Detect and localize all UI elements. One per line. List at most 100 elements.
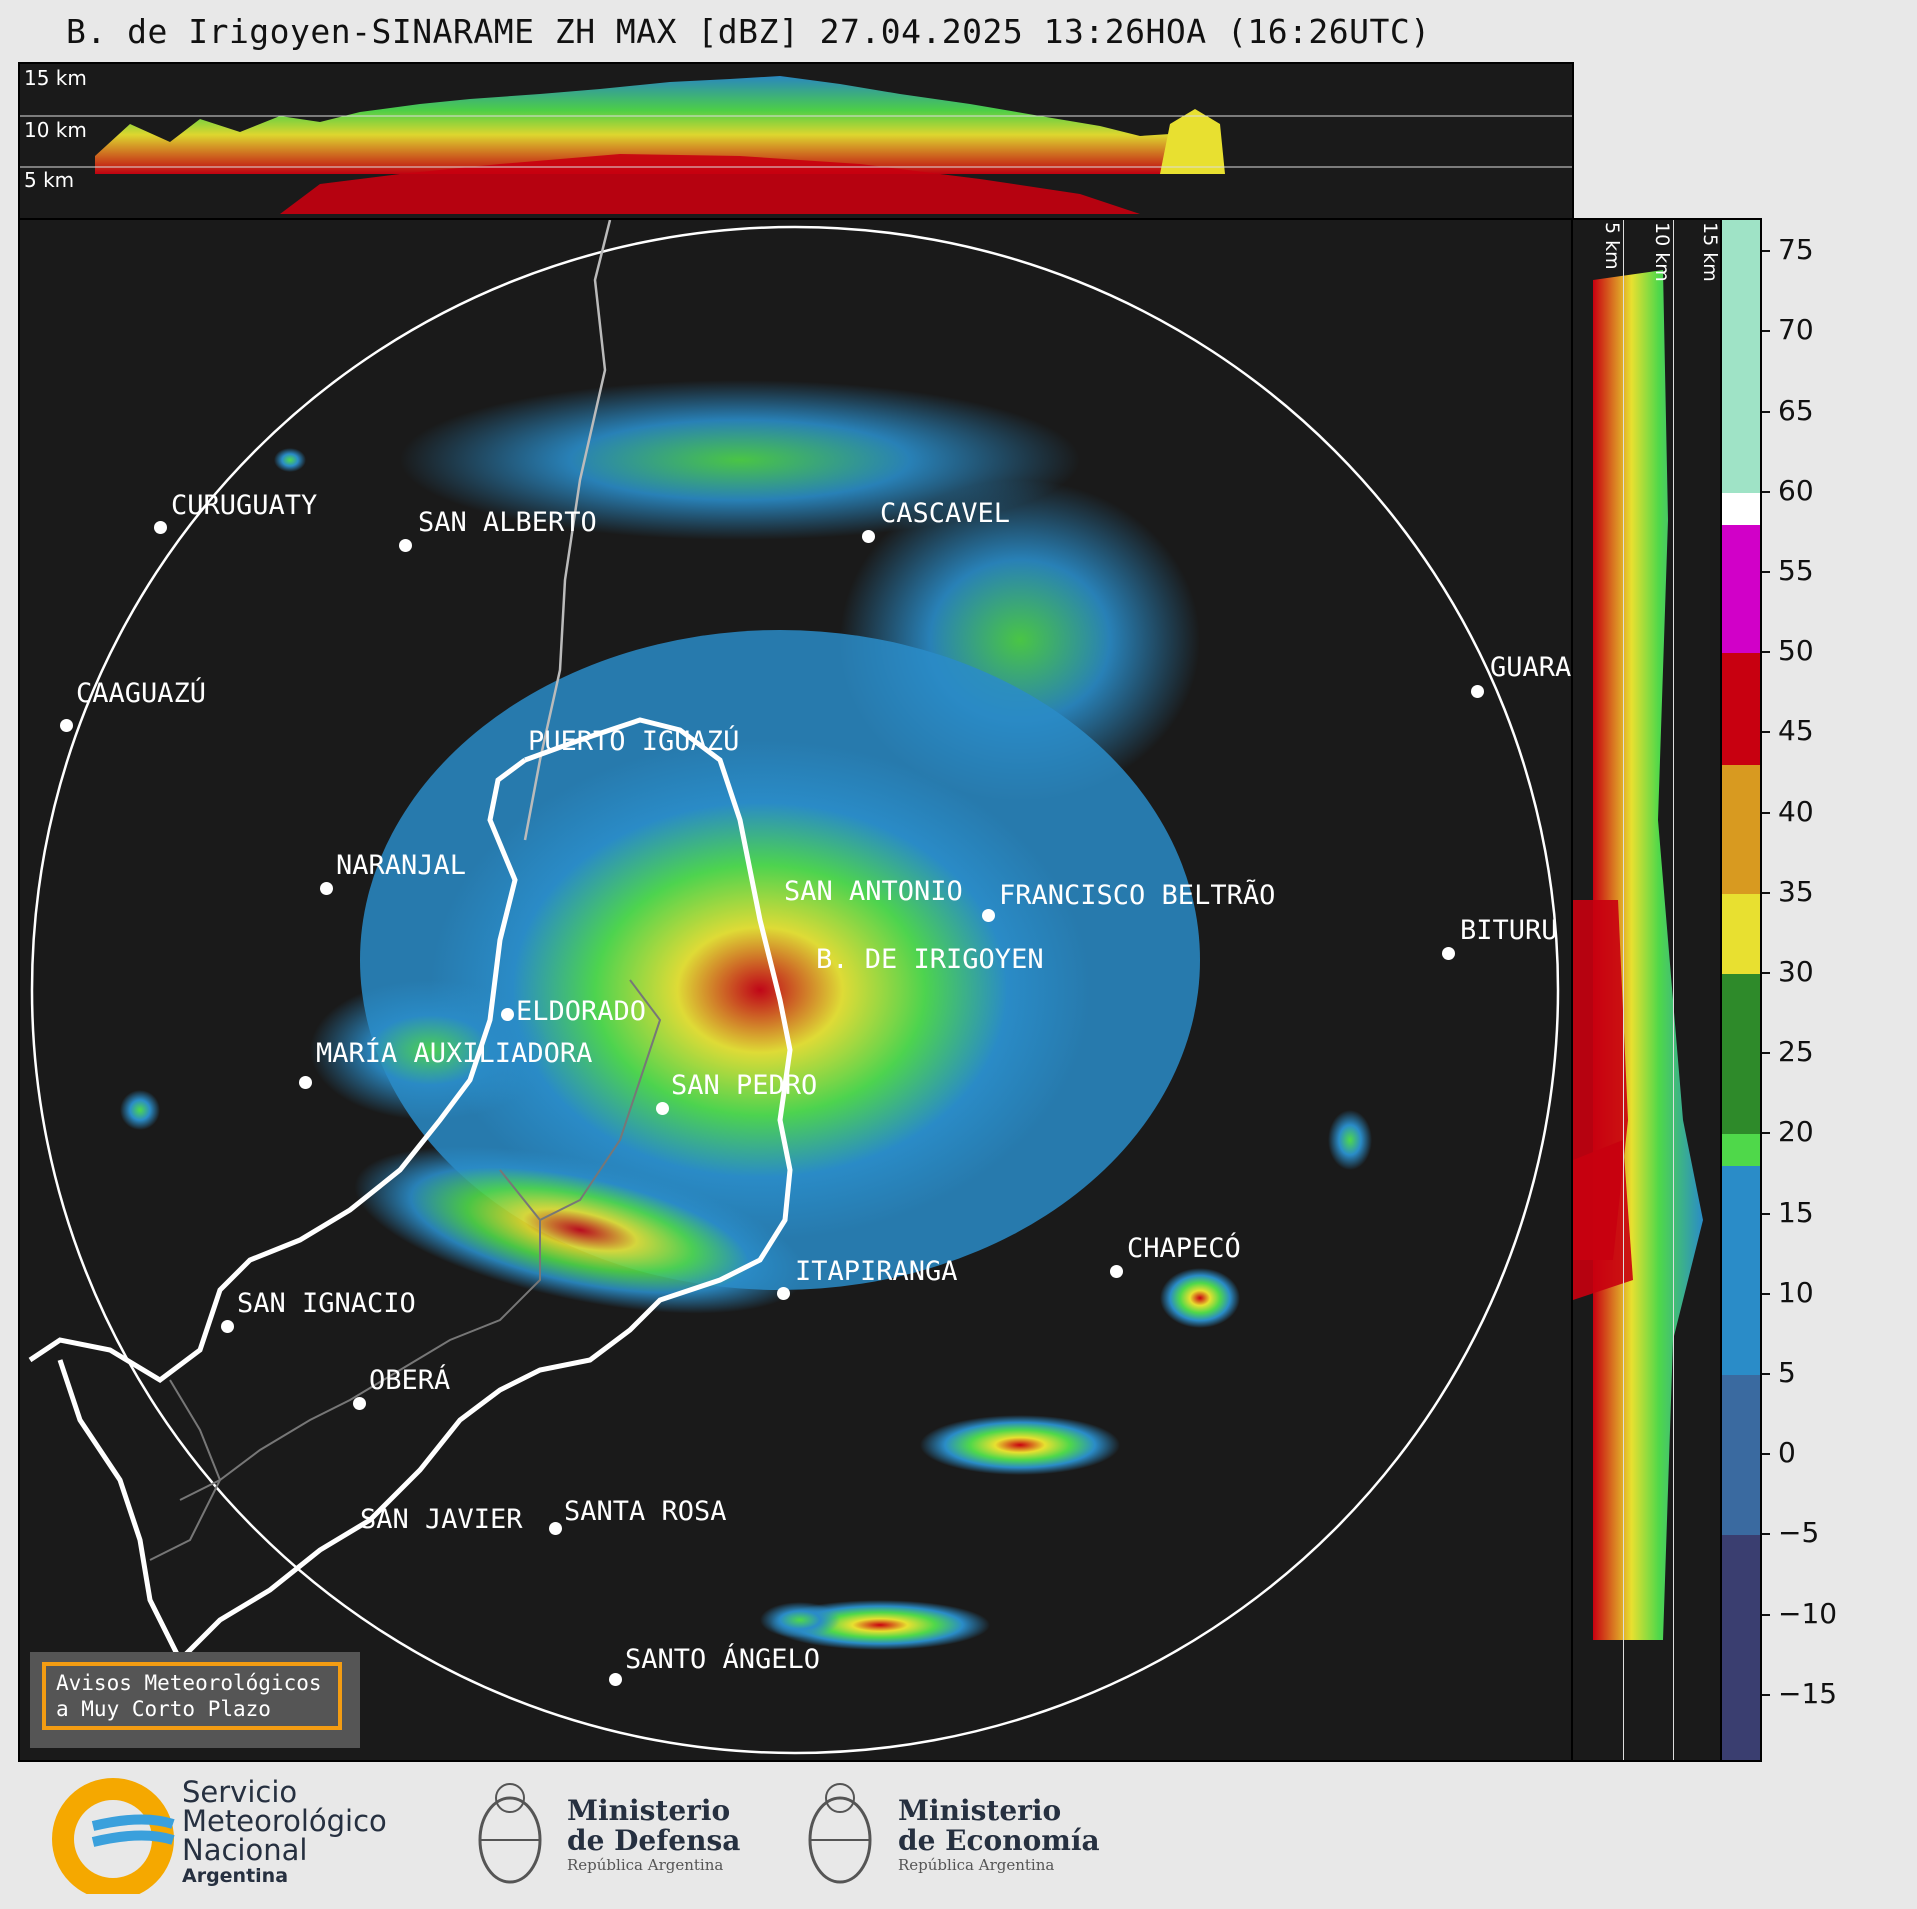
defensa-seal-icon: [478, 1783, 542, 1884]
colorbar-tick-label: 55: [1778, 553, 1814, 587]
city-dot-guara: [1471, 685, 1484, 698]
city-dot-naranjal: [320, 882, 333, 895]
city-dot-san-ignacio: [221, 1320, 234, 1333]
smn-logo-text: Servicio Meteorológico Nacional Argentin…: [182, 1775, 387, 1888]
colorbar-tick: [1762, 570, 1770, 573]
city-label-guara: GUARA: [1490, 652, 1572, 683]
colorbar-band: [1722, 220, 1760, 493]
city-label-obera: OBERÁ: [369, 1365, 451, 1396]
city-dot-curuguaty: [154, 521, 167, 534]
city-dot-cascavel: [862, 530, 875, 543]
city-label-curuguaty: CURUGUATY: [171, 490, 318, 521]
colorbar-tick: [1762, 971, 1770, 974]
colorbar-band: [1722, 524, 1760, 654]
city-label-santa-rosa: SANTA ROSA: [564, 1496, 727, 1527]
colorbar-tick-label: 70: [1778, 313, 1814, 347]
colorbar-tick-label: 25: [1778, 1035, 1814, 1069]
colorbar-tick-label: 75: [1778, 233, 1814, 267]
colorbar-band: [1722, 973, 1760, 1135]
city-dot-santo-angelo: [609, 1673, 622, 1686]
city-label-chapeco: CHAPECÓ: [1127, 1233, 1241, 1264]
side-line-5km: [1623, 220, 1624, 1760]
colorbar-tick: [1762, 1132, 1770, 1135]
city-dot-bituru: [1442, 947, 1455, 960]
radar-map[interactable]: CURUGUATY SAN ALBERTO CASCAVEL CAAGUAZÚ …: [18, 218, 1574, 1762]
city-label-san-antonio: SAN ANTONIO: [784, 876, 963, 907]
colorbar-tick-label: 45: [1778, 714, 1814, 748]
city-dot-san-pedro: [656, 1102, 669, 1115]
city-label-san-pedro: SAN PEDRO: [671, 1070, 818, 1101]
colorbar-tick: [1762, 1052, 1770, 1055]
warning-line-2: a Muy Corto Plazo: [56, 1697, 271, 1721]
colorbar-tick: [1762, 1613, 1770, 1616]
city-dot-caaguazu: [60, 719, 73, 732]
economia-line-1: Ministerio: [898, 1794, 1062, 1827]
smn-logo-icon: [52, 1778, 175, 1894]
city-label-maria-auxiliadora: MARÍA AUXILIADORA: [316, 1038, 593, 1069]
footer-logos: Servicio Meteorológico Nacional Argentin…: [0, 1762, 1917, 1909]
economia-line-3: República Argentina: [898, 1856, 1055, 1874]
colorbar-tick: [1762, 330, 1770, 333]
colorbar-tick: [1762, 250, 1770, 253]
warning-box-frame[interactable]: Avisos Meteorológicos a Muy Corto Plazo: [42, 1662, 342, 1730]
smn-line-4: Argentina: [182, 1865, 289, 1887]
colorbar-tick-label: 35: [1778, 874, 1814, 908]
city-label-san-alberto: SAN ALBERTO: [418, 507, 597, 538]
defensa-line-1: Ministerio: [567, 1794, 731, 1827]
colorbar-tick: [1762, 1292, 1770, 1295]
colorbar-band: [1722, 1375, 1760, 1536]
city-dot-chapeco: [1110, 1265, 1123, 1278]
height-label-10km: 10 km: [24, 118, 87, 142]
colorbar-tick: [1762, 811, 1770, 814]
city-label-cascavel: CASCAVEL: [880, 498, 1011, 529]
top-height-profile: 15 km 10 km 5 km: [18, 62, 1574, 220]
city-dot-eldorado: [501, 1008, 514, 1021]
colorbar-tick: [1762, 490, 1770, 493]
smn-line-1: Servicio: [182, 1775, 298, 1809]
city-label-naranjal: NARANJAL: [336, 850, 467, 881]
colorbar-tick: [1762, 410, 1770, 413]
colorbar-tick: [1762, 651, 1770, 654]
economia-seal-icon: [808, 1783, 872, 1884]
city-dot-maria-auxiliadora: [299, 1076, 312, 1089]
colorbar-band: [1722, 492, 1760, 525]
city-label-san-ignacio: SAN IGNACIO: [237, 1288, 416, 1319]
colorbar-tick-label: 30: [1778, 954, 1814, 988]
colorbar-tick-label: −5: [1778, 1516, 1820, 1550]
colorbar-tick: [1762, 1212, 1770, 1215]
economia-text: Ministerio de Economía República Argenti…: [898, 1794, 1100, 1875]
city-label-san-javier: SAN JAVIER: [360, 1504, 523, 1535]
colorbar-tick-label: −15: [1778, 1676, 1838, 1710]
colorbar-tick: [1762, 1693, 1770, 1696]
warning-box[interactable]: Avisos Meteorológicos a Muy Corto Plazo: [30, 1652, 360, 1748]
city-label-eldorado: ELDORADO: [516, 996, 647, 1027]
side-label-10km: 10 km: [1651, 222, 1673, 282]
colorbar-tick-label: −10: [1778, 1596, 1838, 1630]
radar-map-graphic: [28, 220, 1560, 1755]
city-dot-francisco-beltrao: [982, 909, 995, 922]
colorbar-band: [1722, 893, 1760, 974]
colorbar-band: [1722, 765, 1760, 894]
side-label-15km: 15 km: [1699, 222, 1721, 282]
colorbar-tick: [1762, 1533, 1770, 1536]
colorbar-band: [1722, 1166, 1760, 1375]
defensa-line-3: República Argentina: [567, 1856, 724, 1874]
colorbar-tick-label: 60: [1778, 473, 1814, 507]
colorbar-tick-label: 10: [1778, 1275, 1814, 1309]
defensa-line-2: de Defensa: [567, 1824, 741, 1857]
dbz-colorbar: [1720, 218, 1762, 1762]
defensa-text: Ministerio de Defensa República Argentin…: [567, 1794, 741, 1875]
side-profile-graphic: [1573, 270, 1703, 1640]
height-label-5km: 5 km: [24, 168, 75, 192]
colorbar-tick-label: 15: [1778, 1195, 1814, 1229]
colorbar-band: [1722, 1535, 1760, 1760]
map-title: B. de Irigoyen-SINARAME ZH MAX [dBZ] 27.…: [66, 12, 1431, 51]
colorbar-tick: [1762, 891, 1770, 894]
colorbar-tick-label: 40: [1778, 794, 1814, 828]
city-label-francisco-beltrao: FRANCISCO BELTRÃO: [999, 880, 1276, 911]
side-line-10km: [1673, 220, 1674, 1760]
city-dot-santa-rosa: [549, 1522, 562, 1535]
colorbar-tick: [1762, 1453, 1770, 1456]
city-label-caaguazu: CAAGUAZÚ: [76, 678, 207, 709]
city-label-itapiranga: ITAPIRANGA: [795, 1256, 958, 1287]
